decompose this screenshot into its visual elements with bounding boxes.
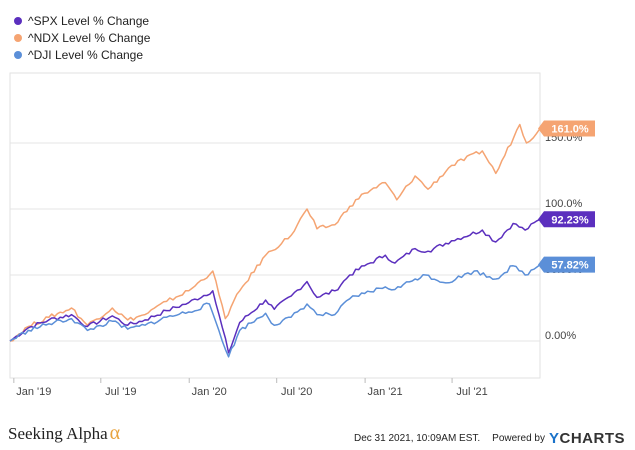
x-tick-label: Jan '20	[192, 386, 227, 398]
end-label-value-ndx: 161.0%	[551, 123, 589, 135]
powered-by-label: Powered by	[492, 433, 545, 444]
legend-dot-spx	[14, 16, 22, 25]
seeking-alpha-logo[interactable]: Seeking Alpha α	[8, 422, 120, 445]
x-tick-label: Jan '19	[16, 386, 51, 398]
x-tick-label: Jan '21	[368, 386, 403, 398]
legend-label-spx: ^SPX Level % Change	[28, 13, 150, 28]
series-line-ndx	[9, 123, 541, 342]
series-line-spx	[9, 218, 541, 354]
legend-item-ndx[interactable]: ^NDX Level % Change	[14, 29, 150, 46]
legend-item-dji[interactable]: ^DJI Level % Change	[14, 46, 150, 63]
seeking-alpha-wordmark: Seeking Alpha	[8, 424, 108, 443]
chart-footer: Seeking Alpha α Dec 31 2021, 10:09AM EST.…	[0, 412, 635, 450]
series-line-dji	[9, 264, 541, 358]
x-tick-label: Jul '19	[105, 386, 136, 398]
y-tick-label: 0.00%	[545, 330, 576, 342]
legend-item-spx[interactable]: ^SPX Level % Change	[14, 12, 150, 29]
alpha-icon: α	[109, 422, 121, 444]
footer-credits: Dec 31 2021, 10:09AM EST. Powered by YCH…	[354, 430, 625, 447]
ycharts-logo[interactable]: YCHARTS	[549, 430, 625, 447]
x-tick-label: Jul '21	[456, 386, 487, 398]
plot-frame	[9, 72, 541, 379]
end-label-tag-spx	[538, 211, 595, 228]
x-tick-label: Jul '20	[281, 386, 312, 398]
y-tick-label: 100.0%	[545, 198, 583, 210]
timestamp: Dec 31 2021, 10:09AM EST.	[353, 433, 481, 444]
end-label-value-dji: 57.82%	[551, 260, 589, 272]
end-label-tag-ndx	[538, 120, 595, 137]
legend-dot-dji	[14, 50, 22, 59]
end-label-tag-dji	[538, 256, 595, 273]
ycharts-y-mark: Y	[548, 430, 560, 447]
ycharts-wordmark: CHARTS	[559, 430, 625, 447]
legend-label-dji: ^DJI Level % Change	[28, 47, 144, 62]
legend-label-ndx: ^NDX Level % Change	[28, 30, 151, 45]
legend-dot-ndx	[14, 33, 22, 42]
chart-legend: ^SPX Level % Change ^NDX Level % Change …	[14, 12, 150, 63]
end-label-value-spx: 92.23%	[551, 214, 589, 226]
